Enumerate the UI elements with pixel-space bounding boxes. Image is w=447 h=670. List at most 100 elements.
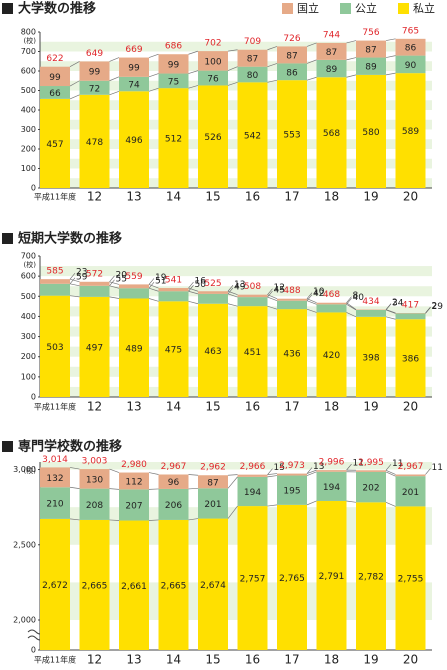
total-label: 726 (283, 34, 300, 44)
bar-segment (119, 472, 149, 490)
value-label: 457 (46, 140, 63, 150)
bar-segment (40, 98, 70, 188)
bar-segment (40, 86, 70, 99)
bar-segment (277, 300, 307, 310)
label-leader (385, 303, 392, 310)
x-tick-label: 20 (403, 190, 418, 204)
bar-segment (40, 283, 70, 296)
connector-line (385, 316, 396, 320)
title-square (2, 441, 13, 452)
bar-segment (119, 489, 149, 521)
value-label: 496 (125, 136, 142, 146)
value-label: 2 (392, 298, 398, 308)
x-tick-label: 20 (403, 653, 418, 667)
y-tick-label: 400 (21, 312, 36, 321)
y-tick-label: 0 (31, 184, 36, 193)
total-label: 488 (283, 286, 300, 296)
y-tick-label: 500 (21, 86, 36, 95)
value-label: 23 (76, 268, 87, 278)
value-label: 55 (116, 274, 127, 284)
value-label: 66 (49, 89, 61, 99)
x-tick-label: 16 (245, 400, 260, 414)
x-tick-label: 16 (245, 653, 260, 667)
x-tick-label: 18 (324, 653, 339, 667)
y-tick-label: 0 (31, 646, 36, 655)
connector-line (188, 487, 199, 490)
value-label: 2,782 (358, 573, 384, 583)
bar-segment (237, 297, 268, 307)
label-leader (227, 285, 234, 292)
connector-line (267, 79, 278, 83)
value-label: 75 (168, 77, 179, 87)
grid-stripe (40, 100, 432, 110)
bar-segment (316, 59, 347, 78)
bar-segment (79, 285, 110, 297)
connector-line (188, 290, 199, 295)
connector-line (227, 505, 238, 519)
chart-title: 短期大学数の推移 (18, 231, 122, 247)
connector-line (188, 474, 199, 476)
grid-stripe (40, 80, 432, 91)
value-label: 202 (362, 484, 379, 494)
value-label: 87 (286, 51, 297, 61)
grid-stripe (40, 158, 432, 169)
value-label: 568 (323, 129, 340, 139)
value-label: 201 (204, 500, 221, 510)
value-label: 2,665 (82, 581, 108, 591)
connector-line (109, 468, 120, 473)
value-label: 74 (128, 81, 140, 91)
connector-line (227, 293, 238, 298)
x-tick-label: 14 (166, 653, 181, 667)
value-label: 553 (283, 131, 300, 141)
connector-line (267, 296, 278, 302)
bar-segment (395, 38, 426, 56)
value-label: 72 (89, 84, 100, 94)
value-label: 436 (283, 350, 300, 360)
bar-segment (316, 77, 347, 188)
connector-line (227, 476, 238, 489)
bar-segment (79, 281, 110, 286)
value-label: 11 (392, 459, 403, 469)
y-tick-label: 600 (21, 272, 36, 281)
x-tick-label: 13 (126, 653, 141, 667)
bar-segment (316, 302, 347, 305)
total-label: 508 (244, 282, 261, 292)
x-tick-label: 17 (284, 190, 299, 204)
value-label: 420 (323, 351, 340, 361)
total-label: 2,966 (240, 462, 266, 472)
total-label: 702 (204, 39, 221, 49)
connector-line (306, 471, 317, 476)
connector-line (385, 72, 396, 76)
connector-line (227, 290, 238, 296)
total-label: 2,967 (398, 462, 424, 472)
connector-line (306, 298, 317, 304)
bar-segment (237, 476, 268, 507)
connector-line (267, 473, 278, 475)
value-label: 194 (323, 483, 340, 493)
bar-segment (119, 91, 149, 188)
connector-line (148, 284, 159, 289)
connector-line (188, 85, 199, 89)
bar-segment (356, 316, 386, 397)
value-label: 2,672 (42, 581, 68, 591)
bar-segment (237, 82, 268, 188)
legend-swatch (340, 3, 351, 14)
value-label: 398 (362, 353, 379, 363)
x-tick-label: 13 (126, 400, 141, 414)
bar-segment (158, 488, 189, 520)
bar-segment (119, 57, 149, 77)
bar-segment (119, 520, 149, 650)
value-label: 11 (353, 459, 364, 469)
connector-line (227, 303, 238, 307)
value-label: 13 (313, 462, 324, 472)
value-label: 206 (165, 501, 182, 511)
x-tick-label: 20 (403, 400, 418, 414)
value-label: 130 (86, 475, 103, 485)
value-label: 194 (244, 488, 261, 498)
bar-segment (40, 295, 70, 397)
bar-segment (395, 55, 426, 74)
connector-line (148, 472, 159, 475)
bar-segment (395, 73, 426, 188)
grid-stripe (40, 139, 432, 149)
label-leader (267, 288, 273, 295)
